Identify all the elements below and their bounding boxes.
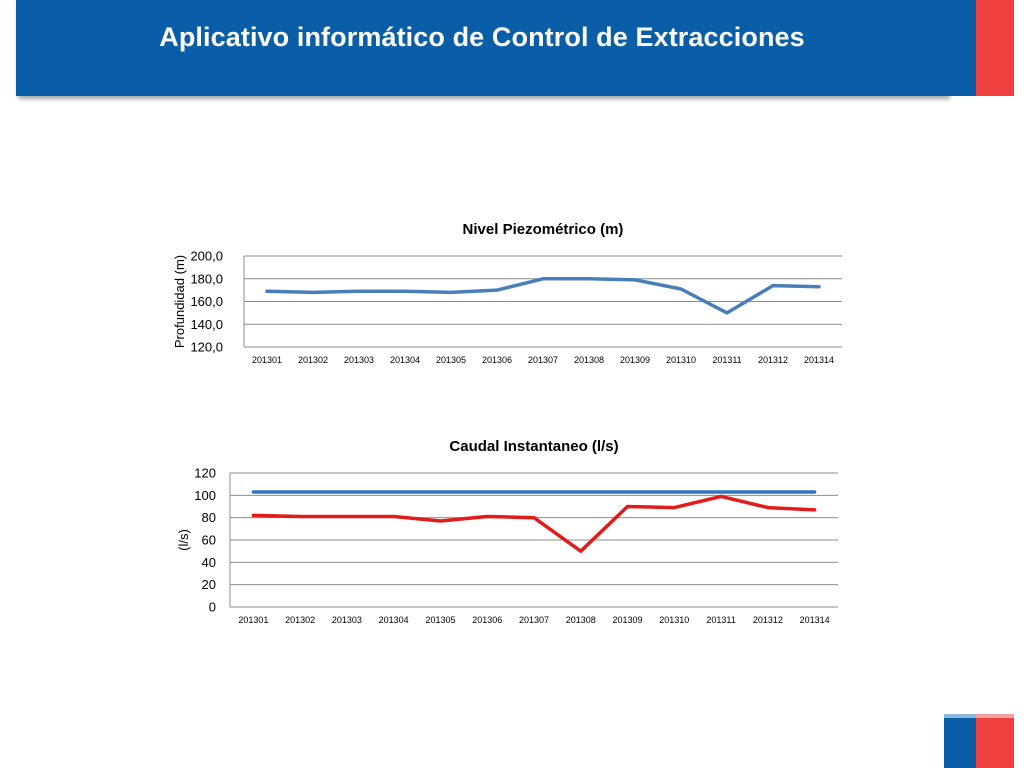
x-tick-label: 201301	[252, 355, 282, 365]
chart-title: Nivel Piezométrico (m)	[463, 221, 624, 238]
y-axis-label: (l/s)	[176, 529, 191, 551]
flag-red-stripe	[976, 0, 1014, 96]
y-tick-label: 40	[202, 555, 216, 570]
y-axis-label: Profundidad (m)	[172, 255, 187, 348]
flag-blue-stripe	[944, 714, 976, 768]
chart-2: Caudal Instantaneo (l/s) (l/s) 0 20 40 60 80 10…	[176, 438, 838, 625]
y-tick-label: 140,0	[190, 317, 223, 332]
x-tick-label: 201314	[800, 615, 830, 625]
y-tick-label: 60	[202, 533, 216, 548]
flag-blue-stripe	[948, 0, 976, 96]
y-tick-label: 80	[202, 510, 216, 525]
series-line-1	[265, 277, 821, 315]
y-tick-label: 120	[194, 466, 216, 481]
x-tick-label: 201308	[574, 355, 604, 365]
x-tick-label: 201306	[472, 615, 502, 625]
x-tick-label: 201306	[482, 355, 512, 365]
flag-decoration-bottom	[940, 714, 1024, 768]
chart-title: Caudal Instantaneo (l/s)	[449, 438, 618, 455]
x-tick-label: 201302	[285, 615, 315, 625]
x-tick-label: 201311	[706, 615, 735, 625]
series-line-2	[251, 494, 817, 553]
flag-decoration-top	[948, 0, 1024, 96]
x-tick-label: 201310	[659, 615, 689, 625]
y-tick-label: 180,0	[190, 271, 223, 286]
x-tick-label: 201309	[620, 355, 650, 365]
y-tick-label: 100	[194, 488, 216, 503]
chart-1: Nivel Piezométrico (m) Profundidad (m) 120…	[172, 221, 842, 365]
x-tick-label: 201305	[436, 355, 466, 365]
flag-red-stripe	[976, 714, 1014, 768]
header-bar: Aplicativo informático de Control de Ext…	[16, 0, 948, 96]
x-tick-label: 201310	[666, 355, 696, 365]
x-tick-label: 201304	[379, 615, 409, 625]
x-tick-label: 201308	[566, 615, 596, 625]
x-tick-label: 201307	[528, 355, 558, 365]
x-tick-label: 201307	[519, 615, 549, 625]
x-tick-label: 201305	[425, 615, 455, 625]
x-tick-label: 201303	[332, 615, 362, 625]
y-tick-label: 200,0	[190, 249, 223, 264]
x-tick-label: 201311	[712, 355, 741, 365]
x-tick-label: 201303	[344, 355, 374, 365]
page-title: Aplicativo informático de Control de Ext…	[159, 22, 805, 52]
x-tick-label: 201312	[753, 615, 783, 625]
x-tick-label: 201301	[238, 615, 268, 625]
y-tick-label: 160,0	[190, 294, 223, 309]
y-tick-label: 0	[209, 600, 216, 615]
y-tick-label: 120,0	[190, 340, 223, 355]
x-tick-label: 201309	[613, 615, 643, 625]
y-tick-label: 20	[202, 577, 216, 592]
x-tick-label: 201314	[804, 355, 834, 365]
x-tick-label: 201312	[758, 355, 788, 365]
x-tick-label: 201302	[298, 355, 328, 365]
x-tick-label: 201304	[390, 355, 420, 365]
